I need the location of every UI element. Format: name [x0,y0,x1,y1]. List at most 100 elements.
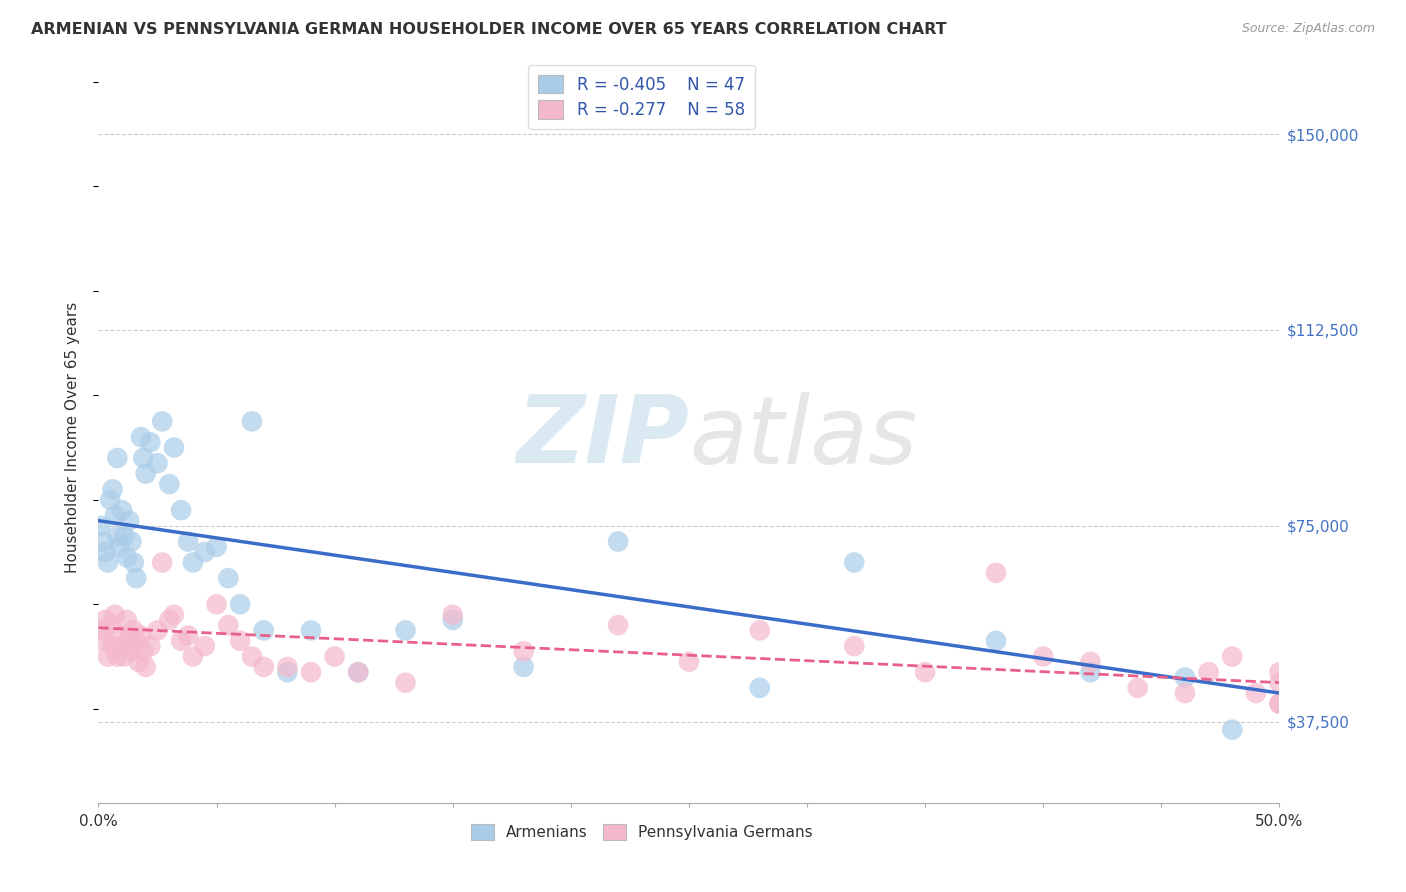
Point [441,607,464,622]
Point [139,435,162,450]
Point [1268,697,1291,711]
Point [125,571,148,585]
Point [150,414,173,428]
Point [94,613,117,627]
Point [323,649,346,664]
Point [181,649,204,664]
Point [441,613,464,627]
Point [90,519,112,533]
Text: Source: ZipAtlas.com: Source: ZipAtlas.com [1241,22,1375,36]
Point [276,665,298,680]
Point [118,629,141,643]
Point [347,665,370,680]
Point [240,649,263,664]
Point [128,655,150,669]
Point [129,430,152,444]
Point [844,556,866,570]
Point [1080,665,1102,680]
Point [108,540,131,554]
Point [98,618,121,632]
Point [1268,675,1291,690]
Point [253,624,276,638]
Point [170,633,193,648]
Point [163,441,186,455]
Point [299,624,322,638]
Point [1080,655,1102,669]
Point [181,556,204,570]
Point [1174,670,1197,684]
Point [229,633,252,648]
Point [914,665,936,680]
Point [1268,697,1291,711]
Point [121,644,143,658]
Point [125,633,148,648]
Point [132,450,155,465]
Point [90,624,112,638]
Point [132,644,155,658]
Point [205,540,228,554]
Point [118,514,141,528]
Point [177,534,200,549]
Point [146,624,169,638]
Point [984,633,1007,648]
Point [163,607,186,622]
Text: ZIP: ZIP [516,391,689,483]
Point [205,597,228,611]
Point [121,534,143,549]
Point [240,414,263,428]
Point [135,467,157,481]
Point [115,550,138,565]
Point [129,629,152,643]
Text: atlas: atlas [689,392,917,483]
Point [115,613,138,627]
Point [150,556,173,570]
Point [394,675,416,690]
Point [146,456,169,470]
Point [135,660,157,674]
Point [157,477,180,491]
Point [1220,723,1243,737]
Point [170,503,193,517]
Point [101,483,124,497]
Point [105,529,128,543]
Point [112,649,135,664]
Legend: Armenians, Pennsylvania Germans: Armenians, Pennsylvania Germans [464,817,818,847]
Point [276,660,298,674]
Point [1268,665,1291,680]
Y-axis label: Householder Income Over 65 years: Householder Income Over 65 years [65,301,80,573]
Point [91,534,114,549]
Point [97,649,120,664]
Point [194,639,217,653]
Point [748,624,770,638]
Point [607,618,630,632]
Point [91,633,114,648]
Point [177,629,200,643]
Point [347,665,370,680]
Point [111,639,134,653]
Point [394,624,416,638]
Point [217,618,239,632]
Point [1032,649,1054,664]
Point [139,639,162,653]
Point [512,644,534,658]
Point [105,649,128,664]
Point [607,534,630,549]
Point [194,545,217,559]
Point [1220,649,1243,664]
Point [748,681,770,695]
Point [229,597,252,611]
Point [122,556,145,570]
Point [94,545,117,559]
Point [1198,665,1220,680]
Point [984,566,1007,580]
Point [512,660,534,674]
Point [104,607,127,622]
Point [112,529,135,543]
Point [1244,686,1267,700]
Point [105,450,128,465]
Point [217,571,239,585]
Point [299,665,322,680]
Point [101,639,124,653]
Point [111,503,134,517]
Point [108,629,131,643]
